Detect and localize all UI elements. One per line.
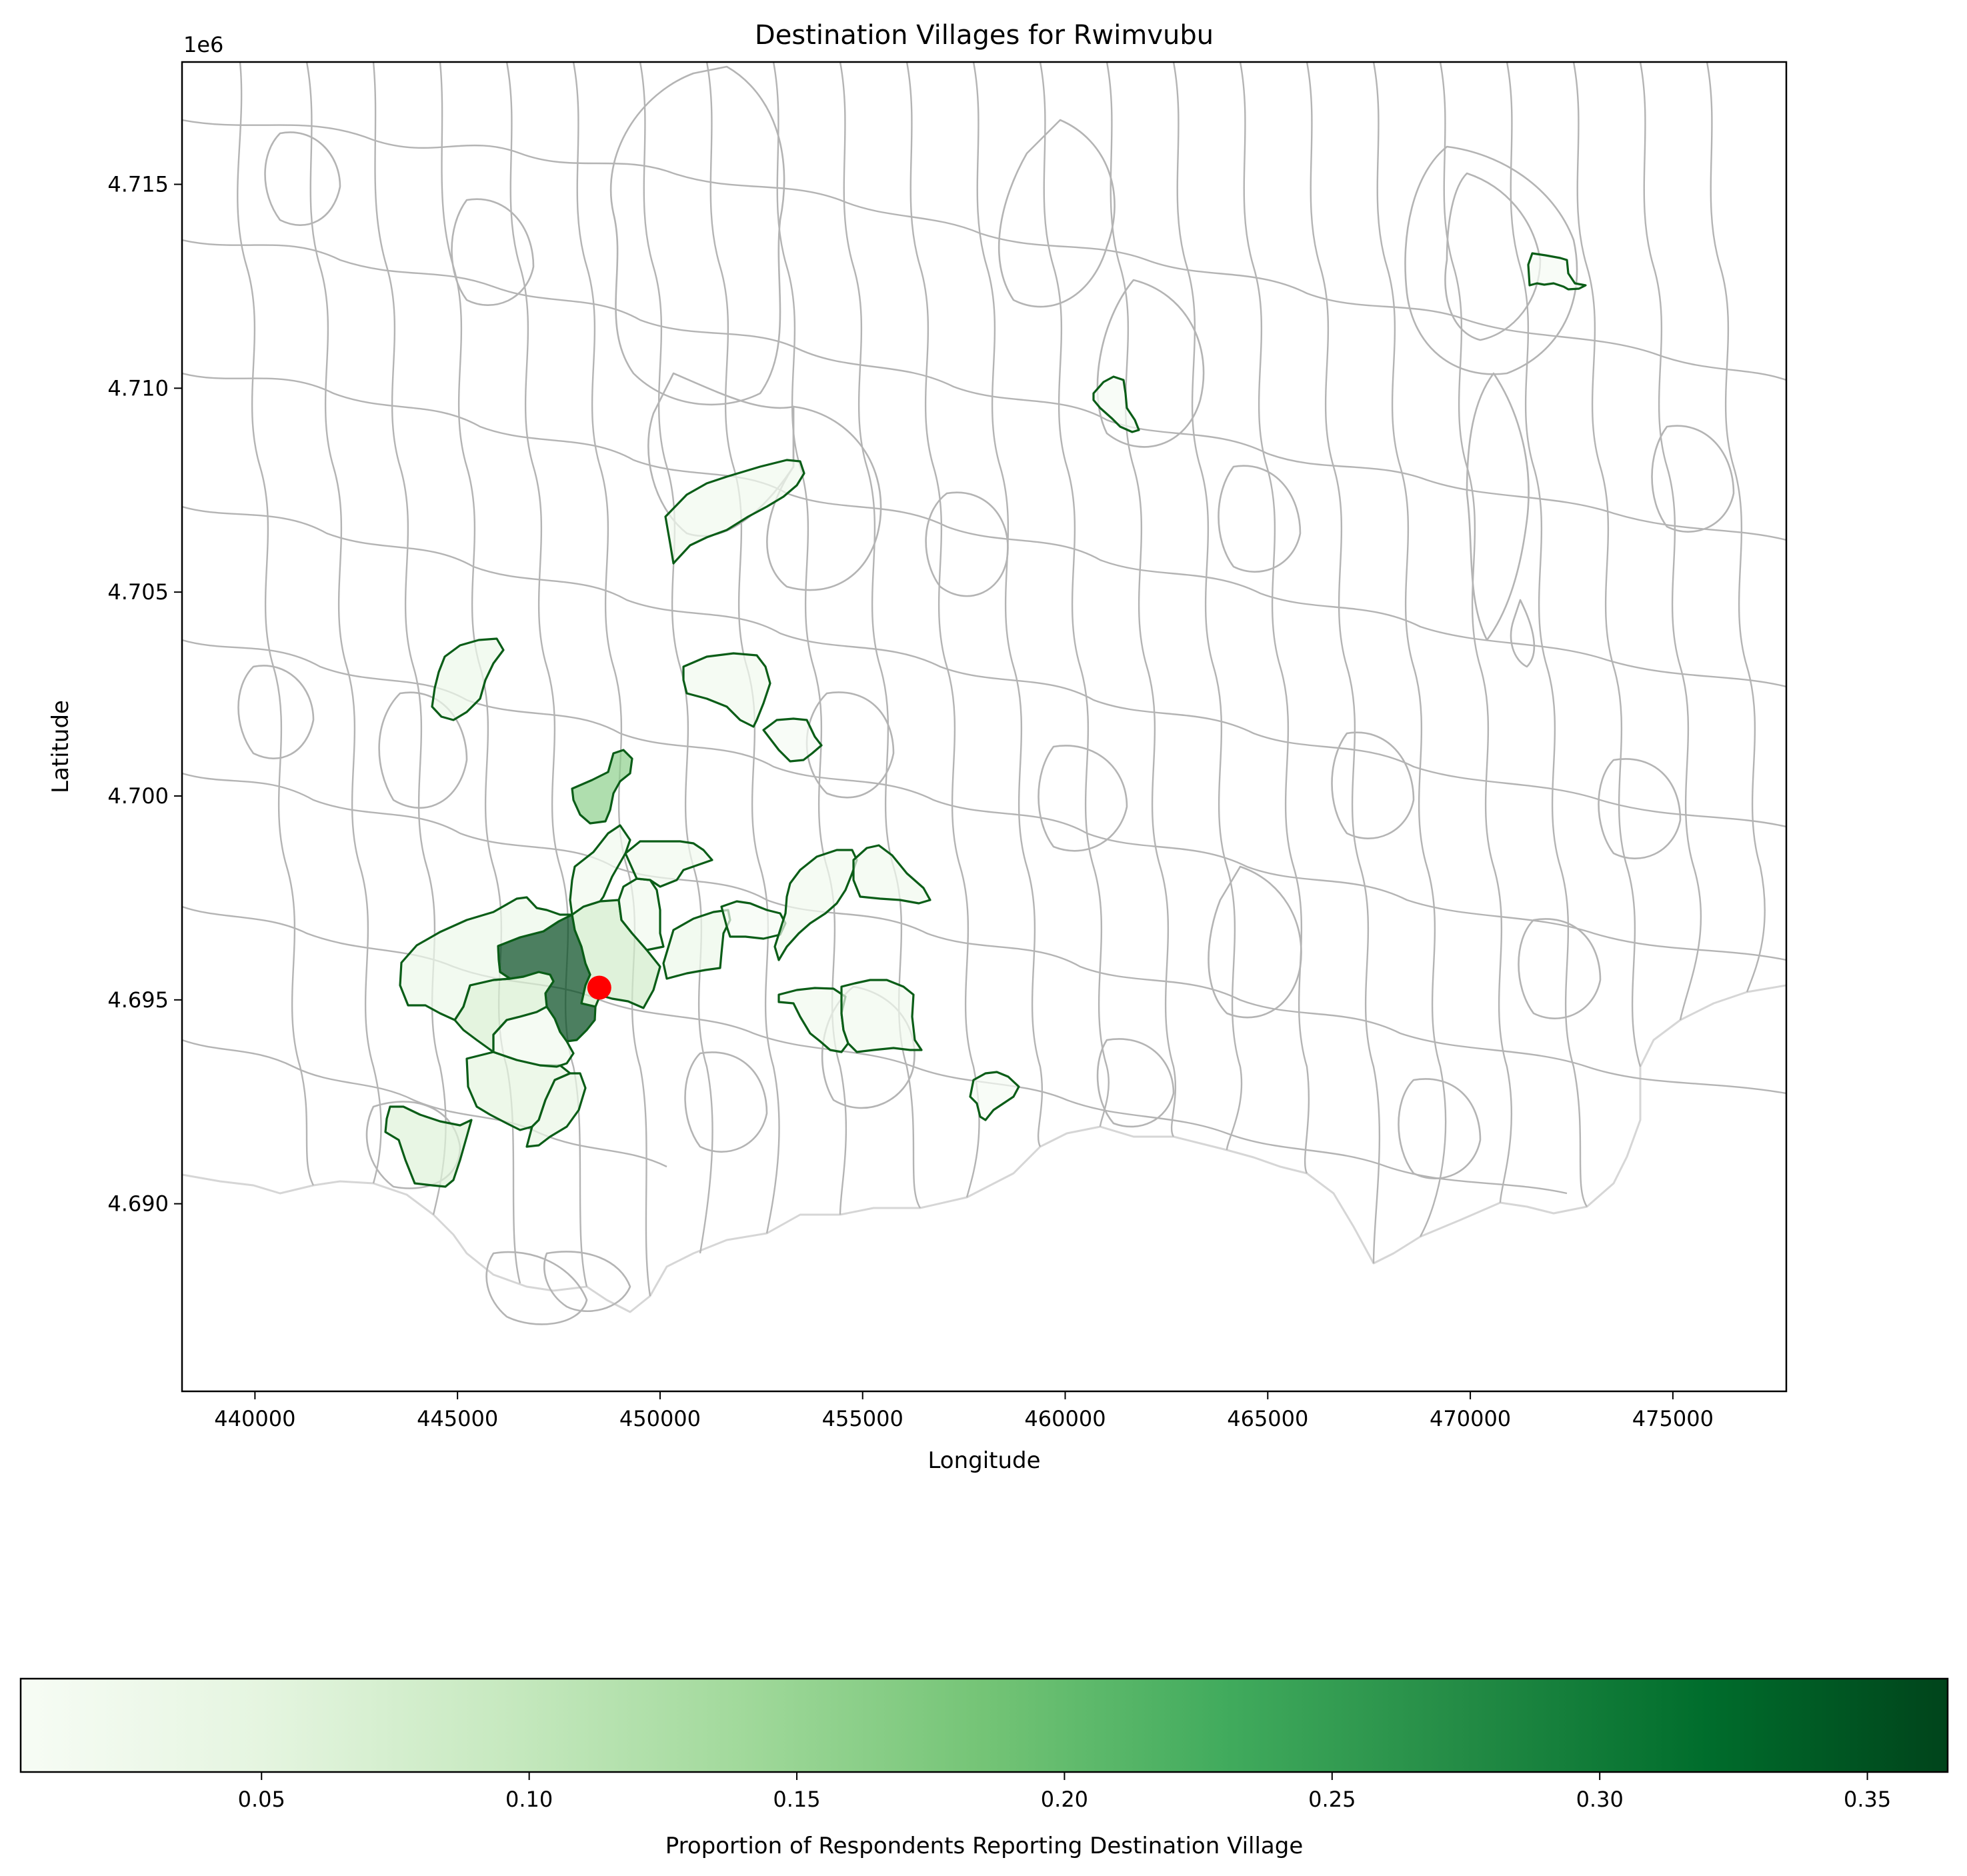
- x-tick-label: 470000: [1430, 1406, 1511, 1431]
- destination-villages-layer: [384, 252, 1587, 1188]
- x-tick-label: 455000: [822, 1406, 903, 1431]
- destination-village: [569, 824, 631, 916]
- destination-village: [969, 1071, 1020, 1121]
- colorbar-tick-label: 0.15: [773, 1787, 820, 1812]
- destination-village: [571, 749, 633, 825]
- y-tick-label: 4.710: [107, 375, 169, 401]
- destination-village: [1092, 375, 1140, 433]
- x-tick-label: 440000: [214, 1406, 295, 1431]
- y-offset-label: 1e6: [183, 32, 223, 57]
- destination-village: [777, 987, 849, 1053]
- destination-village: [662, 909, 731, 980]
- destination-village: [525, 1072, 587, 1148]
- y-tick-label: 4.705: [107, 579, 169, 605]
- y-tick-label: 4.715: [107, 171, 169, 197]
- colorbar-gradient: [19, 1677, 1949, 1773]
- x-tick-label: 445000: [417, 1406, 498, 1431]
- map-frame: [181, 61, 1788, 1393]
- destination-village: [399, 896, 573, 1021]
- destination-village: [1527, 252, 1587, 291]
- x-tick-label: 475000: [1632, 1406, 1714, 1431]
- destination-village: [492, 1005, 575, 1068]
- colorbar-ticks: 0.05 0.10 0.15 0.20 0.25 0.30 0.35: [238, 1772, 1891, 1812]
- village-boundaries: [182, 62, 1786, 1325]
- destination-village: [840, 979, 923, 1053]
- colorbar-label: Proportion of Respondents Reporting Dest…: [665, 1833, 1304, 1859]
- colorbar-tick-label: 0.25: [1308, 1787, 1356, 1812]
- x-tick-label: 465000: [1227, 1406, 1308, 1431]
- destination-village: [682, 652, 771, 728]
- x-tick-label: 460000: [1024, 1406, 1106, 1431]
- y-tick-label: 4.690: [107, 1191, 169, 1217]
- destination-village: [431, 637, 505, 721]
- destination-village: [762, 717, 823, 763]
- x-axis-label: Longitude: [927, 1447, 1040, 1474]
- colorbar-tick-label: 0.35: [1844, 1787, 1891, 1812]
- y-tick-label: 4.700: [107, 783, 169, 809]
- destination-village: [664, 459, 805, 565]
- colorbar-tick-label: 0.30: [1576, 1787, 1624, 1812]
- colorbar-tick-label: 0.10: [505, 1787, 553, 1812]
- destination-village: [624, 840, 713, 888]
- x-axis-ticks: 440000 445000 450000 455000 460000 465000 4700…: [214, 1391, 1714, 1431]
- destination-village: [773, 849, 858, 961]
- colorbar-tick-label: 0.05: [238, 1787, 285, 1812]
- colorbar-tick-label: 0.20: [1041, 1787, 1088, 1812]
- origin-village-marker: [587, 975, 611, 1000]
- colorbar: 0.05 0.10 0.15 0.20 0.25 0.30 0.35 Proportion …: [19, 1677, 1949, 1859]
- destination-village: [617, 877, 665, 951]
- y-axis-ticks: 4.690 4.695 4.700 4.705 4.710 4.715: [107, 171, 182, 1217]
- map-area: [182, 62, 1786, 1391]
- destination-village: [384, 1105, 473, 1188]
- x-tick-label: 450000: [619, 1406, 701, 1431]
- map-title: Destination Villages for Rwimvubu: [755, 20, 1214, 51]
- y-axis-label: Latitude: [47, 700, 74, 793]
- destination-village: [852, 844, 931, 905]
- y-tick-label: 4.695: [107, 987, 169, 1013]
